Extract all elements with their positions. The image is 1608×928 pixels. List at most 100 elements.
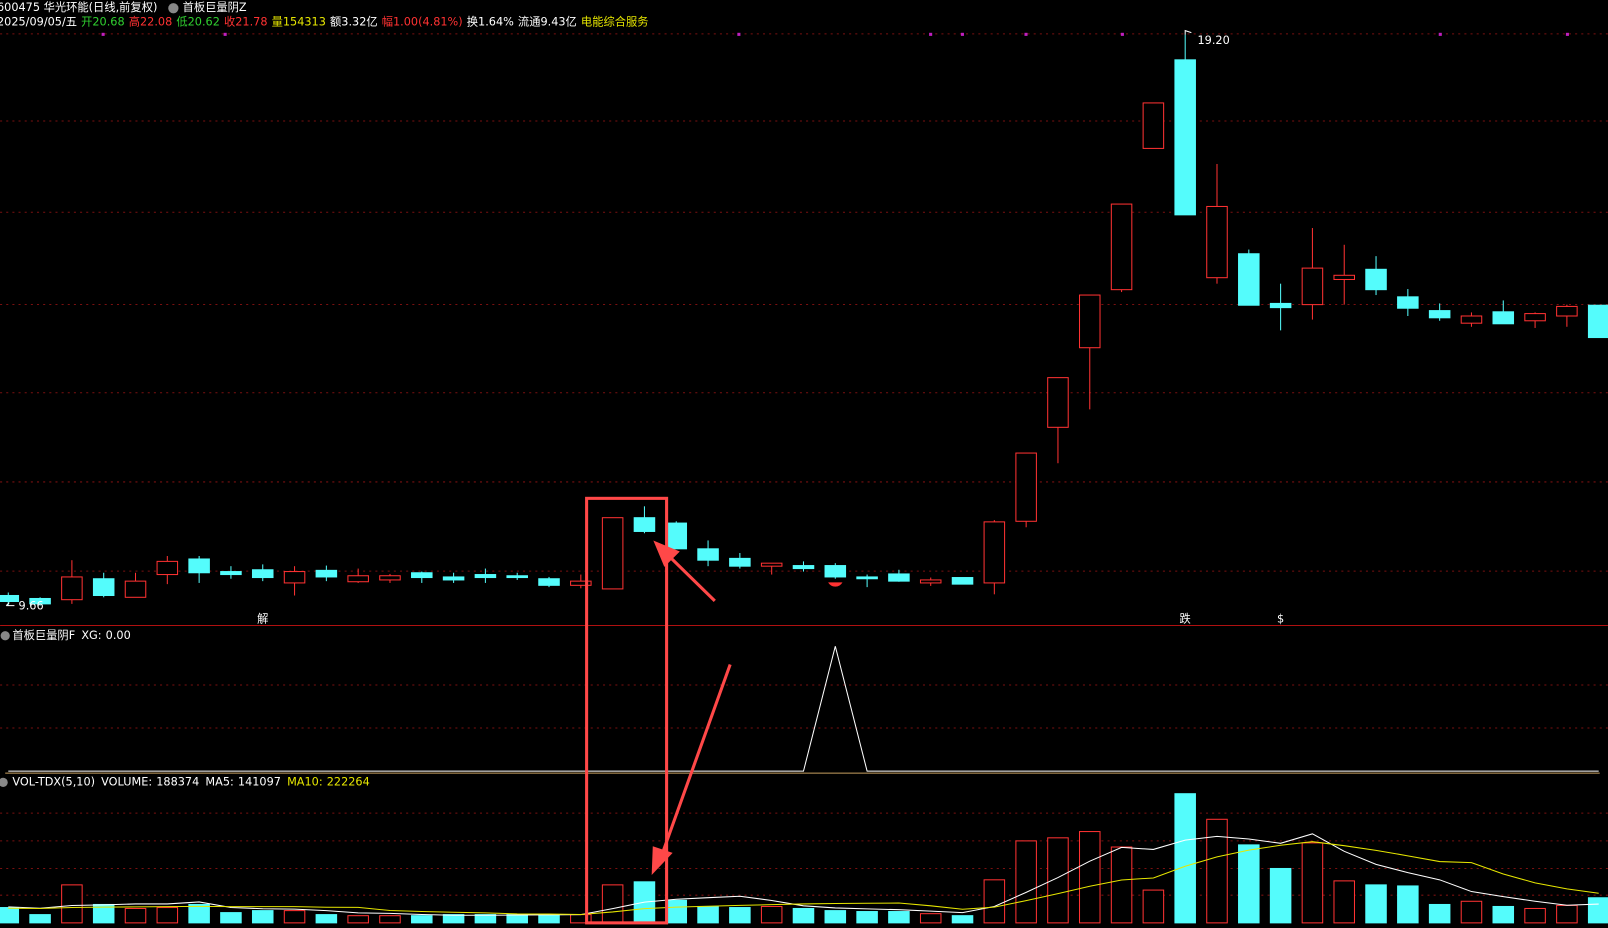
legend-value: 141097: [238, 775, 281, 788]
volume-bar: [792, 907, 815, 924]
marks: 解 跌 $19.20 9.66: [0, 29, 1608, 924]
quote-field: 流通9.43亿: [518, 15, 577, 29]
candle-body: [824, 565, 847, 578]
legend-value: 0.00: [106, 629, 131, 642]
volume-bar: [315, 914, 338, 924]
annotation: [585, 496, 732, 925]
dotted-rules: [0, 33, 1608, 896]
candle-body: [1587, 304, 1608, 339]
signal-icon: [828, 582, 843, 587]
candle-body: [1174, 59, 1196, 216]
candle-body: [888, 573, 910, 582]
quote-field: 换1.64%: [467, 15, 514, 29]
volume-bar: [0, 907, 20, 924]
candle-body: [1460, 315, 1483, 324]
volume-bar: [251, 910, 274, 924]
ma-line: [8, 833, 1599, 916]
quote-field: 幅1.00(4.81%): [382, 16, 463, 29]
volume-bar: [601, 884, 624, 924]
quote-field: 额3.32亿: [330, 16, 378, 29]
candle-body: [92, 578, 115, 597]
quote-field: 2025/09/05/五: [0, 16, 77, 29]
candle-body: [570, 580, 592, 586]
volume-bar: [1047, 837, 1069, 924]
candle-body: [856, 576, 878, 580]
candle-body: [1238, 253, 1260, 306]
volume-bar: [1301, 842, 1324, 924]
indicator-title: 首板巨量阴F: [12, 628, 75, 642]
volume-bar: [729, 907, 751, 924]
candle-body: [315, 569, 338, 578]
candle-body: [379, 575, 401, 581]
candle-body: [919, 579, 942, 584]
candle-body: [442, 576, 465, 581]
legend-name: MA5:: [205, 775, 233, 788]
candle-body: [1047, 377, 1069, 428]
candle-body: [1110, 203, 1133, 291]
volume-bar: [824, 910, 847, 924]
ma-line: [8, 841, 1599, 915]
top-dots: [101, 32, 1569, 36]
candle-body: [220, 571, 242, 576]
volume-bar: [760, 905, 783, 924]
signal: $: [1277, 612, 1284, 625]
volume-bar: [888, 911, 910, 924]
volume-bar: [29, 914, 51, 924]
volume-bar: [442, 914, 465, 924]
volume-bar: [1524, 907, 1546, 924]
volume-bar: [1142, 889, 1165, 924]
volume-title: VOL-TDX(5,10): [12, 775, 95, 788]
volume-bar: [951, 915, 974, 924]
legend-value: 222264: [327, 775, 370, 788]
volume-bar: [1556, 904, 1578, 924]
volume-bar: [188, 903, 210, 924]
volume-bar: [1238, 844, 1260, 924]
candle-body: [1301, 267, 1324, 306]
quote-field: 低20.62: [176, 16, 220, 29]
signal: 解: [257, 611, 268, 625]
indicator-line: [8, 646, 1599, 772]
check-icon: [0, 777, 8, 788]
candle-body: [1556, 305, 1578, 317]
volume-bar: [1078, 831, 1101, 924]
volume-bar: [347, 915, 369, 924]
candle-body: [156, 560, 179, 576]
volume-bar: [124, 907, 147, 924]
volume-bar: [379, 915, 401, 924]
candle-body: [347, 575, 369, 583]
high-flag: [1184, 29, 1192, 35]
stock-code: 600475 华光环能(日线,前复权): [0, 0, 157, 14]
candle-body: [760, 562, 783, 567]
volume-bar: [1269, 867, 1292, 924]
quote-field: 电能综合服务: [581, 15, 649, 29]
candle-body: [792, 565, 815, 570]
candle-body: [951, 577, 974, 585]
candle-body: [124, 580, 147, 598]
volume-bar: [220, 912, 242, 924]
candle-body: [633, 517, 656, 532]
volume-bar: [1492, 905, 1515, 924]
volume-bar: [856, 911, 878, 924]
check-icon: [168, 3, 179, 14]
volume-legend: VOL-TDX(5,10) VOLUME: 188374 MA5: 141097 MA10…: [12, 775, 369, 788]
check-icon: [0, 631, 10, 641]
quote-field: 收21.78: [224, 15, 268, 29]
quote-line: 2025/09/05/五 开20.68 高22.08 低20.62 收21.78 量154…: [0, 15, 649, 29]
candle-body: [1397, 296, 1419, 309]
legend-name: XG:: [81, 629, 101, 642]
volume-bar: [1428, 903, 1451, 924]
formula-name: 首板巨量阴Z: [183, 0, 247, 14]
volume-bar: [697, 905, 719, 924]
candle-body: [251, 569, 274, 579]
candle-body: [474, 574, 497, 579]
volume-bar: [156, 907, 179, 924]
indicator-legend: 首板巨量阴F XG: 0.00: [12, 628, 130, 642]
volume-bar: [1333, 880, 1355, 924]
candle-body: [601, 517, 624, 590]
candle-body: [1428, 310, 1451, 319]
candle-body: [1078, 294, 1101, 349]
volume-bar: [61, 884, 83, 924]
legend-value: 188374: [156, 775, 199, 788]
legend-name: MA10:: [287, 775, 323, 788]
